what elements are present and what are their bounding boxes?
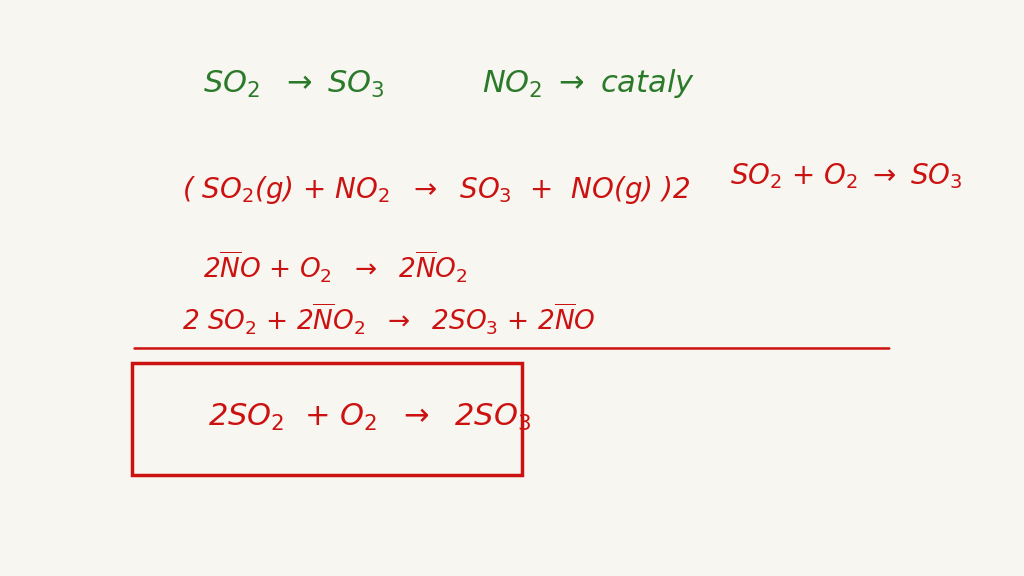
Text: $SO_2$  $\rightarrow$ $SO_3$          $NO_2$ $\rightarrow$ cataly: $SO_2$ $\rightarrow$ $SO_3$ $NO_2$ $\rig…	[203, 67, 695, 100]
Text: 2 $SO_2$ + 2$\overline{N}O_2$  $\rightarrow$  2$SO_3$ + 2$\overline{N}$O: 2 $SO_2$ + 2$\overline{N}O_2$ $\rightarr…	[182, 302, 596, 337]
Text: 2$SO_2$  + $O_2$  $\rightarrow$  2$SO_3$: 2$SO_2$ + $O_2$ $\rightarrow$ 2$SO_3$	[208, 402, 531, 433]
Text: $SO_2$ + $O_2$ $\rightarrow$ $SO_3$: $SO_2$ + $O_2$ $\rightarrow$ $SO_3$	[730, 161, 963, 191]
Text: ( $SO_2$(g) + $NO_2$  $\rightarrow$  $SO_3$  +  NO(g) )2: ( $SO_2$(g) + $NO_2$ $\rightarrow$ $SO_3…	[182, 174, 690, 206]
Text: 2$\overline{N}$O + $O_2$  $\rightarrow$  2$\overline{N}O_2$: 2$\overline{N}$O + $O_2$ $\rightarrow$ 2…	[203, 251, 467, 285]
